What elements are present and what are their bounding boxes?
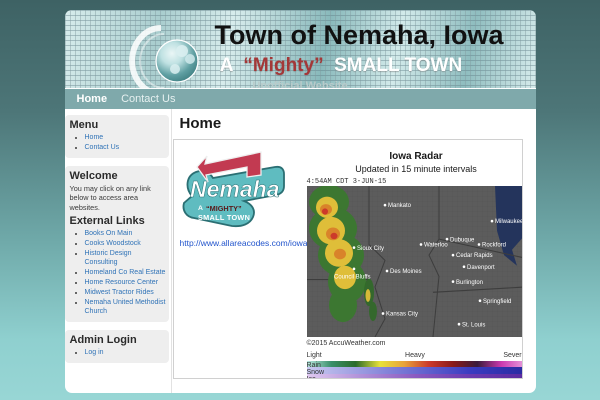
svg-text:A: A (198, 205, 203, 212)
svg-text:Kansas City: Kansas City (386, 311, 419, 318)
svg-text:Springfield: Springfield (483, 298, 512, 305)
svg-text:Milwaukee: Milwaukee (495, 218, 523, 225)
svg-text:Mankato: Mankato (388, 202, 412, 209)
svg-text:Dubuque: Dubuque (450, 236, 475, 243)
svg-text:St. Louis: St. Louis (462, 321, 485, 328)
svg-text:Cedar Rapids: Cedar Rapids (456, 252, 493, 259)
svg-text:Nemaha: Nemaha (190, 176, 280, 202)
svg-text:Rockford: Rockford (482, 241, 507, 248)
svg-text:Sioux City: Sioux City (357, 245, 385, 252)
svg-text:Waterloo: Waterloo (424, 241, 448, 248)
svg-text:“MIGHTY”: “MIGHTY” (206, 204, 242, 213)
svg-text:Council Bluffs: Council Bluffs (334, 273, 371, 280)
svg-text:Davenport: Davenport (467, 264, 495, 271)
svg-text:SMALL TOWN: SMALL TOWN (198, 213, 250, 222)
svg-text:Des Moines: Des Moines (390, 268, 422, 275)
svg-text:Burlington: Burlington (456, 279, 484, 286)
